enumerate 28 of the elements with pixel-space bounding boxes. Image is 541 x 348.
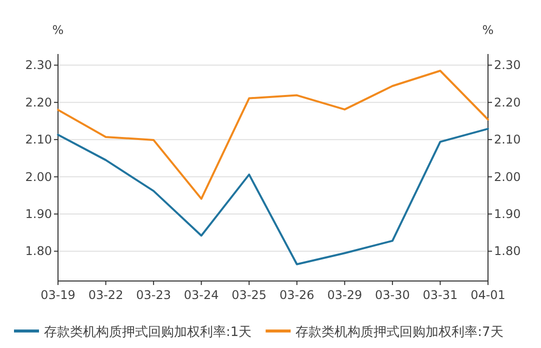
legend-label: 存款类机构质押式回购加权利率:1天: [44, 324, 252, 340]
y2-tick-label: 2.10: [494, 132, 521, 147]
y-axis-title: %: [52, 23, 64, 37]
y-tick-label: 2.20: [25, 95, 52, 110]
line-series: [57, 70, 489, 200]
x-tick-label: 03-19: [40, 288, 76, 302]
legend-label: 存款类机构质押式回购加权利率:7天: [296, 324, 504, 340]
y-tick-label: 1.80: [25, 244, 52, 258]
x-tick-label: 04-01: [470, 288, 506, 302]
y2-axis-title: %: [482, 23, 494, 37]
y2-tick-label: 1.80: [494, 244, 521, 258]
x-tick-label: 03-29: [327, 288, 362, 302]
y-tick-label: 2.10: [25, 132, 52, 147]
y2-tick-label: 2.00: [494, 170, 521, 184]
y2-tick-label: 1.90: [494, 207, 521, 222]
x-tick-label: 03-23: [136, 288, 171, 302]
y2-tick-label: 2.30: [494, 58, 521, 72]
x-tick-label: 03-31: [422, 288, 458, 302]
y-tick-label: 2.30: [25, 58, 52, 72]
x-tick-label: 03-22: [88, 288, 124, 302]
y-tick-label: 2.00: [25, 170, 52, 184]
x-tick-label: 03-24: [184, 288, 219, 302]
x-tick-label: 03-25: [232, 288, 267, 302]
y-tick-label: 1.90: [25, 207, 52, 222]
y2-tick-label: 2.20: [494, 95, 521, 110]
x-tick-label: 03-30: [375, 288, 410, 302]
x-tick-label: 03-26: [279, 288, 314, 302]
line-series: [57, 128, 489, 266]
